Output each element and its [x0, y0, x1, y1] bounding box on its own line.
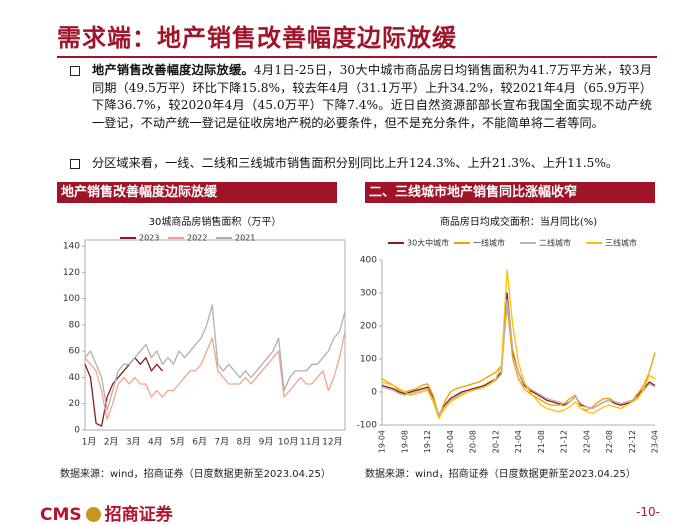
x-tick-label: 19-12 [423, 430, 432, 453]
y-tick-label: 100 [360, 355, 377, 365]
x-tick-label: 2月 [104, 437, 119, 448]
chart-title: 30城商品房销售面积（万平） [149, 215, 282, 228]
legend-label: 2022 [187, 234, 207, 243]
x-tick-label: 21-12 [560, 430, 569, 453]
x-tick-label: 5月 [170, 437, 185, 448]
y-tick-label: 200 [360, 322, 377, 332]
x-tick-label: 21-04 [514, 430, 523, 453]
x-tick-label: 20-12 [491, 430, 500, 453]
plot-frame [84, 239, 346, 431]
page-title: 需求端：地产销售改善幅度边际放缓 [57, 24, 457, 52]
x-tick-label: 4月 [148, 437, 163, 448]
page-number: -10- [636, 505, 660, 519]
x-tick-label: 10月 [278, 437, 298, 448]
y-tick-label: 300 [360, 289, 377, 299]
y-tick-label: -100 [357, 421, 378, 431]
series-line [84, 357, 163, 427]
bullet-lead: 地产销售改善幅度边际放缓。 [92, 63, 254, 77]
bullet: 地产销售改善幅度边际放缓。4月1日-25日，30大中城市商品房日均销售面积为41… [70, 62, 652, 132]
source: 数据来源：wind，招商证券（日度数据更新至2023.04.25） [60, 469, 331, 480]
legend-label: 二线城市 [539, 238, 571, 248]
x-tick-label: 21-08 [537, 430, 546, 453]
legend-label: 2021 [235, 234, 255, 243]
bullet-text: 4月1日-25日，30大中城市商品房日均销售面积为41.7万平方米，较3月同期（… [92, 63, 652, 130]
y-tick-label: 20 [69, 399, 81, 409]
panel-header: 二、三线城市地产销售同比涨幅收窄 [365, 182, 655, 203]
y-tick-label: 120 [63, 268, 80, 278]
x-tick-label: 3月 [126, 437, 141, 448]
y-tick-label: 140 [63, 242, 80, 252]
x-tick-label: 9月 [259, 437, 274, 448]
y-tick-label: 0 [371, 388, 377, 398]
bullet-text: 分区域来看，一线、二线和三线城市销售面积分别同比上升124.3%、上升21.3%… [92, 156, 619, 170]
legend-label: 一线城市 [473, 238, 505, 248]
x-tick-label: 12月 [322, 437, 342, 448]
source: 数据来源：wind，招商证券（日度数据更新至2023.04.25） [365, 469, 636, 480]
x-tick-label: 22-04 [582, 430, 591, 453]
company: 招商证券 [104, 505, 173, 525]
x-tick-label: 8月 [237, 437, 252, 448]
x-tick-label: 6月 [192, 437, 207, 448]
x-tick-label: 22-08 [605, 430, 614, 453]
legend-label: 三线城市 [605, 238, 637, 248]
x-tick-label: 11月 [300, 437, 320, 448]
series-line [381, 269, 656, 420]
y-tick-label: 0 [74, 426, 80, 436]
x-tick-label: 20-04 [446, 430, 455, 453]
series-line [84, 331, 346, 421]
logo-text: CMS [40, 505, 82, 525]
x-tick-label: 20-08 [469, 430, 478, 453]
bullet-box [70, 159, 80, 169]
panel-header: 地产销售改善幅度边际放缓 [57, 182, 337, 203]
y-tick-label: 100 [63, 294, 80, 304]
y-tick-label: 40 [69, 373, 81, 383]
bullet: 分区域来看，一线、二线和三线城市销售面积分别同比上升124.3%、上升21.3%… [70, 155, 652, 173]
y-tick-label: 400 [360, 256, 377, 266]
x-tick-label: 7月 [214, 437, 229, 448]
chart-title: 商品房日均成交面积：当月同比(%) [440, 215, 597, 228]
series-line [381, 305, 656, 418]
title-rule [57, 56, 657, 58]
x-tick-label: 19-08 [400, 430, 409, 453]
legend-label: 2023 [139, 234, 159, 243]
x-tick-label: 1月 [82, 437, 97, 448]
series-line [381, 292, 656, 416]
legend-label: 30大中城市 [407, 238, 449, 248]
x-tick-label: 22-12 [628, 430, 637, 453]
y-tick-label: 80 [69, 320, 81, 330]
series-line [84, 304, 346, 411]
series-line [381, 298, 656, 416]
y-tick-label: 60 [69, 347, 81, 357]
x-tick-label: 23-04 [651, 430, 660, 453]
logo-mark [85, 507, 101, 522]
bullet-box [70, 66, 80, 76]
logo: CMS 招商证券 [40, 500, 173, 525]
x-tick-label: 19-04 [378, 430, 387, 453]
